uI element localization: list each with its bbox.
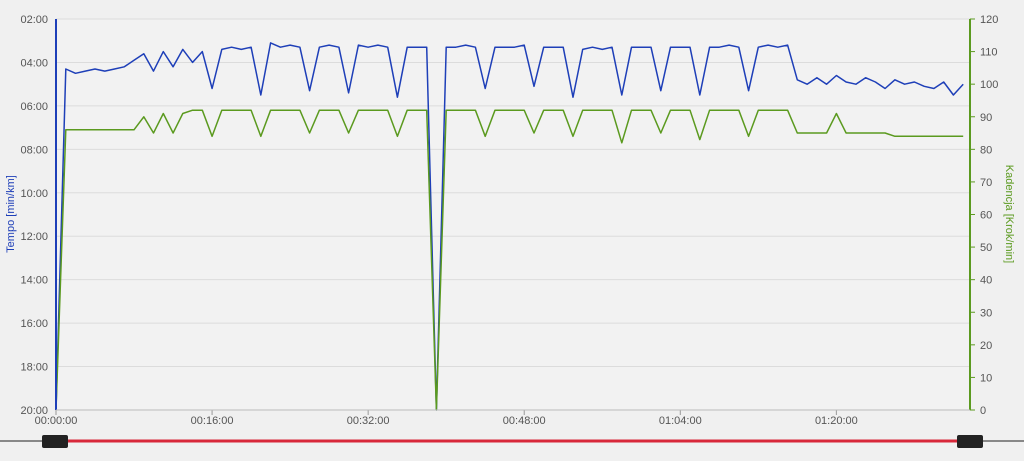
y2-axis-label: Kadencja [Krok/min] [1003, 165, 1015, 263]
y2-tick-label: 50 [980, 242, 992, 254]
y-tick-label: 02:00 [20, 14, 48, 26]
y-tick-label: 18:00 [20, 362, 48, 374]
y-tick-label: 16:00 [20, 318, 48, 330]
y2-tick-label: 40 [980, 275, 992, 287]
y2-tick-label: 10 [980, 372, 992, 384]
x-tick-label: 00:32:00 [347, 415, 390, 427]
y-tick-label: 08:00 [20, 144, 48, 156]
y2-tick-label: 80 [980, 144, 992, 156]
y2-tick-label: 120 [980, 14, 998, 26]
y-axis-label: Tempo [min/km] [5, 175, 17, 253]
range-slider[interactable] [0, 435, 1024, 448]
y-tick-label: 10:00 [20, 188, 48, 200]
slider-handle-left[interactable] [42, 435, 68, 448]
y2-tick-label: 60 [980, 210, 992, 222]
x-tick-label: 01:04:00 [659, 415, 702, 427]
plot-area [56, 19, 970, 410]
y2-tick-label: 90 [980, 112, 992, 124]
y2-tick-label: 30 [980, 307, 992, 319]
y2-tick-label: 20 [980, 340, 992, 352]
y-tick-label: 06:00 [20, 101, 48, 113]
x-tick-label: 00:48:00 [503, 415, 546, 427]
x-tick-label: 00:00:00 [35, 415, 78, 427]
y-tick-label: 04:00 [20, 57, 48, 69]
lines [55, 42, 964, 411]
series-line [55, 42, 964, 411]
y2-tick-label: 0 [980, 405, 986, 417]
y2-tick-label: 70 [980, 177, 992, 189]
y-tick-label: 14:00 [20, 275, 48, 287]
y-tick-label: 12:00 [20, 231, 48, 243]
y2-tick-label: 100 [980, 79, 998, 91]
series-line [55, 109, 964, 411]
slider-handle-right[interactable] [957, 435, 983, 448]
x-tick-label: 00:16:00 [191, 415, 234, 427]
axes: 02:00 04:00 06:00 08:00 10:00 12:00 14:00 16:00… [20, 14, 998, 427]
y2-tick-label: 110 [980, 47, 998, 59]
y-tick-label: 20:00 [20, 405, 48, 417]
x-tick-label: 01:20:00 [815, 415, 858, 427]
